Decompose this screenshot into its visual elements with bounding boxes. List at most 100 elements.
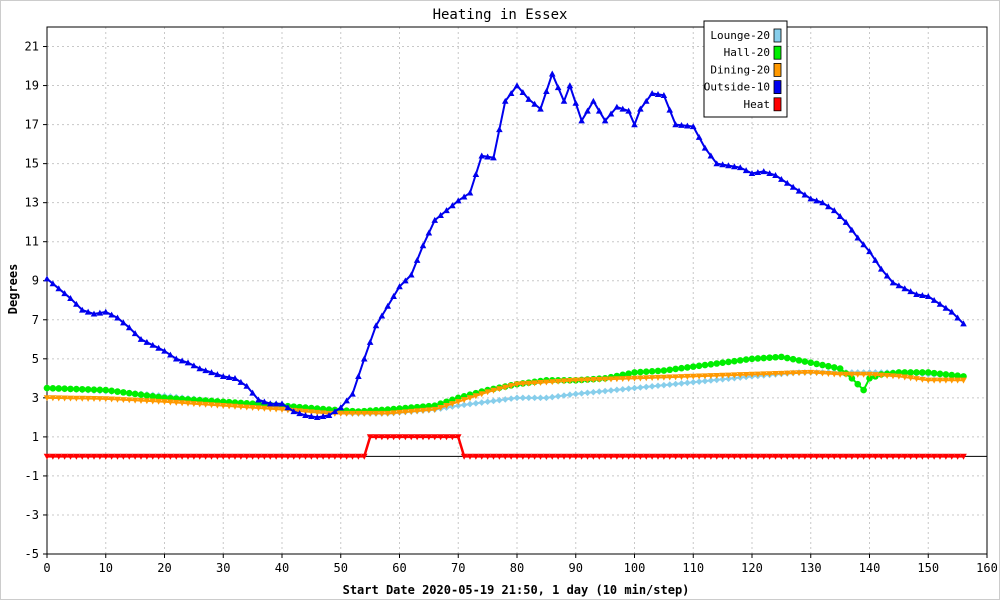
data-point-heat xyxy=(689,453,697,460)
data-point-heat xyxy=(149,453,157,460)
data-point-outside-10 xyxy=(496,126,503,133)
data-point-dining-20 xyxy=(84,395,92,402)
data-point-outside-10 xyxy=(237,378,245,385)
data-point-dining-20 xyxy=(243,404,251,411)
data-point-hall-20 xyxy=(736,357,744,364)
data-point-dining-20 xyxy=(337,410,345,417)
data-point-hall-20 xyxy=(666,366,674,374)
data-point-lounge-20 xyxy=(454,402,462,409)
data-point-outside-10 xyxy=(460,193,468,200)
data-point-heat xyxy=(67,453,74,460)
data-point-lounge-20 xyxy=(484,398,491,406)
data-point-hall-20 xyxy=(930,369,938,377)
data-point-outside-10 xyxy=(437,212,444,218)
data-point-outside-10 xyxy=(178,357,186,364)
data-point-heat xyxy=(854,453,862,460)
data-point-outside-10 xyxy=(172,355,180,362)
data-point-heat xyxy=(161,453,168,460)
data-point-outside-10 xyxy=(525,95,533,102)
data-point-heat xyxy=(360,453,368,460)
data-point-dining-20 xyxy=(366,410,374,417)
data-point-outside-10 xyxy=(425,229,433,236)
data-point-heat xyxy=(830,453,838,460)
data-point-outside-10 xyxy=(313,414,321,421)
data-point-dining-20 xyxy=(172,399,180,406)
data-point-hall-20 xyxy=(648,368,656,375)
data-point-hall-20 xyxy=(90,386,98,393)
data-point-lounge-20 xyxy=(537,394,544,402)
data-point-heat xyxy=(836,453,844,460)
data-point-lounge-20 xyxy=(584,389,591,397)
data-point-heat xyxy=(73,453,80,460)
data-point-lounge-20 xyxy=(613,386,621,394)
data-point-dining-20 xyxy=(848,371,856,378)
data-point-heat xyxy=(378,434,386,441)
data-point-heat xyxy=(731,453,738,460)
data-point-lounge-20 xyxy=(660,381,668,389)
data-point-dining-20 xyxy=(936,377,944,384)
data-point-lounge-20 xyxy=(560,392,568,399)
data-point-dining-20 xyxy=(819,370,826,377)
data-point-hall-20 xyxy=(819,361,826,369)
data-point-heat xyxy=(396,434,403,441)
data-point-dining-20 xyxy=(543,379,550,386)
data-point-dining-20 xyxy=(942,377,950,384)
data-point-dining-20 xyxy=(554,378,562,385)
data-point-dining-20 xyxy=(266,406,274,413)
data-point-outside-10 xyxy=(789,183,797,190)
data-point-heat xyxy=(431,434,439,441)
data-point-dining-20 xyxy=(883,372,891,379)
data-point-lounge-20 xyxy=(607,387,615,394)
data-point-outside-10 xyxy=(302,412,309,419)
data-point-dining-20 xyxy=(55,395,63,402)
data-point-lounge-20 xyxy=(519,394,527,402)
data-point-outside-10 xyxy=(266,400,274,407)
y-tick-label: -3 xyxy=(25,508,39,522)
data-point-outside-10 xyxy=(149,341,157,348)
data-point-heat xyxy=(948,453,956,460)
data-point-heat xyxy=(660,453,668,460)
data-point-dining-20 xyxy=(566,378,574,384)
legend-swatch xyxy=(773,80,782,94)
data-point-outside-10 xyxy=(125,324,133,331)
data-point-dining-20 xyxy=(595,376,603,383)
data-point-dining-20 xyxy=(754,371,762,378)
data-point-heat xyxy=(960,453,967,460)
data-point-outside-10 xyxy=(372,322,380,329)
data-point-heat xyxy=(308,453,315,460)
data-point-hall-20 xyxy=(942,371,950,378)
data-point-hall-20 xyxy=(783,354,791,362)
data-point-dining-20 xyxy=(501,384,509,391)
data-point-dining-20 xyxy=(396,409,403,416)
data-point-lounge-20 xyxy=(601,387,609,395)
data-point-dining-20 xyxy=(460,397,468,404)
data-point-heat xyxy=(654,453,662,460)
data-point-outside-10 xyxy=(554,84,562,91)
data-point-dining-20 xyxy=(131,397,139,404)
data-point-lounge-20 xyxy=(566,391,574,399)
legend-box xyxy=(703,20,788,118)
data-point-heat xyxy=(55,453,63,460)
data-point-heat xyxy=(178,453,186,460)
data-point-lounge-20 xyxy=(672,380,679,388)
data-point-heat xyxy=(190,453,198,460)
data-point-heat xyxy=(825,453,832,460)
data-point-heat xyxy=(243,453,251,460)
data-point-heat xyxy=(754,453,762,460)
data-point-hall-20 xyxy=(67,385,74,393)
data-point-dining-20 xyxy=(783,370,791,377)
data-point-heat xyxy=(466,453,474,460)
data-point-outside-10 xyxy=(360,355,368,362)
data-point-outside-10 xyxy=(936,300,944,307)
series-group xyxy=(43,70,967,460)
data-point-outside-10 xyxy=(243,382,251,389)
data-point-hall-20 xyxy=(748,355,756,363)
data-point-outside-10 xyxy=(255,396,262,403)
data-point-outside-10 xyxy=(830,207,838,214)
data-point-heat xyxy=(942,453,950,460)
data-point-outside-10 xyxy=(578,117,585,124)
data-point-heat xyxy=(214,453,221,460)
data-point-outside-10 xyxy=(513,82,521,89)
data-point-hall-20 xyxy=(866,375,873,382)
data-point-outside-10 xyxy=(836,213,844,219)
